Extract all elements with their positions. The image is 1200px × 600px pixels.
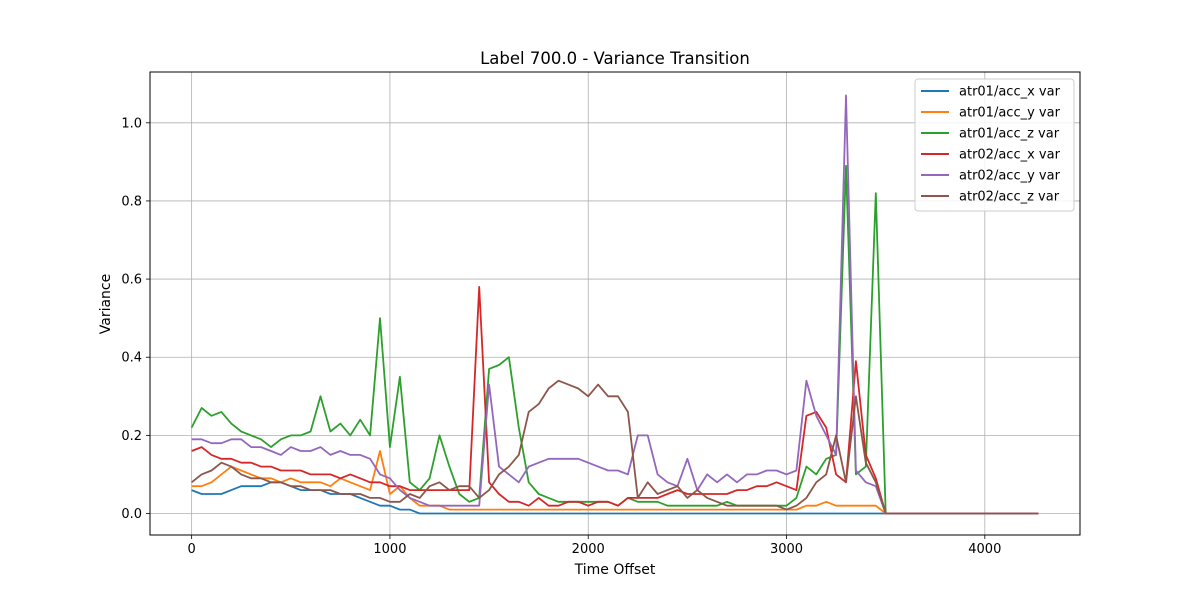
y-tick-label: 1.0 (121, 116, 142, 131)
x-axis-label: Time Offset (574, 562, 656, 578)
y-tick-label: 0.4 (121, 351, 142, 366)
legend-label: atr02/acc_z var (959, 190, 1060, 205)
y-axis-label: Variance (98, 274, 114, 334)
x-tick-label: 4000 (968, 542, 1001, 557)
legend-label: atr01/acc_z var (959, 127, 1060, 142)
series-line-5 (191, 94, 1039, 515)
series-line-4 (191, 285, 1039, 515)
y-tick-label: 0.2 (121, 429, 142, 444)
series-line-6 (191, 379, 1039, 515)
legend-label: atr02/acc_x var (959, 148, 1061, 163)
x-tick-label: 1000 (373, 542, 406, 557)
legend-label: atr01/acc_x var (959, 85, 1061, 100)
x-tick-label: 2000 (572, 542, 605, 557)
y-tick-label: 0.8 (121, 194, 142, 209)
legend-label: atr02/acc_y var (959, 169, 1061, 184)
y-tick-label: 0.0 (121, 507, 142, 522)
legend: atr01/acc_x var atr01/acc_y var atr01/acc_… (914, 78, 1075, 212)
legend-label: atr01/acc_y var (959, 106, 1061, 121)
y-tick-label: 0.6 (121, 273, 142, 288)
legend-box (914, 78, 1075, 212)
chart-title: Label 700.0 - Variance Transition (480, 49, 750, 68)
y-axis: 0.0 0.2 0.4 0.6 0.8 1.0 (121, 116, 150, 522)
x-tick-label: 3000 (770, 542, 803, 557)
plot-frame (149, 71, 1081, 536)
x-axis: 0 1000 2000 3000 4000 (188, 535, 1001, 557)
series-line-2 (191, 450, 1039, 515)
x-tick-label: 0 (188, 542, 196, 557)
plot-lines (190, 94, 1039, 515)
